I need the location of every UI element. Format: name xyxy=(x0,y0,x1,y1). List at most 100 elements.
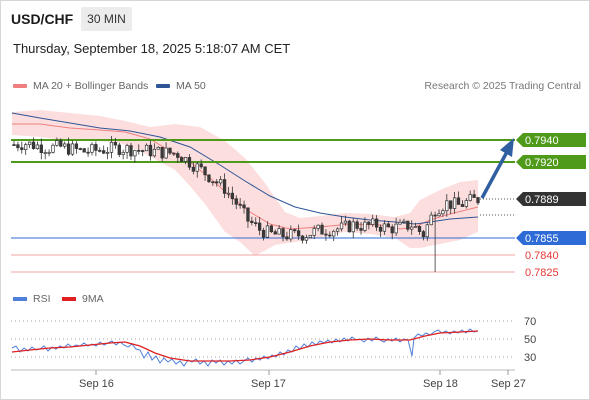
candle-down xyxy=(347,220,351,233)
symbol-title: USD/CHF xyxy=(11,11,74,27)
candle-up xyxy=(164,147,168,159)
candle-up xyxy=(382,223,387,232)
rsi-legend: RSI 9MA xyxy=(13,293,104,305)
candle-down xyxy=(39,144,43,154)
label-pivot-text: 0.7855 xyxy=(525,233,559,245)
candle-down xyxy=(168,147,172,154)
candle-up xyxy=(351,221,355,233)
candle-down xyxy=(199,163,203,168)
candle-down xyxy=(207,174,211,183)
x-label-sep18: Sep 18 xyxy=(423,378,458,390)
candle-down xyxy=(215,181,219,184)
timeframe-button[interactable]: 30 MIN xyxy=(81,7,132,31)
candle-down xyxy=(281,228,285,238)
candle-up xyxy=(265,225,270,238)
candle-down xyxy=(230,192,235,200)
candle-up xyxy=(183,157,188,162)
label-support-1: 0.7840 xyxy=(525,250,559,262)
candle-up xyxy=(343,220,348,224)
candle-down xyxy=(472,194,476,198)
candle-down xyxy=(78,148,82,150)
candle-up xyxy=(452,197,457,209)
candle-down xyxy=(456,197,461,205)
candle-up xyxy=(410,226,414,230)
candle-up xyxy=(47,151,51,154)
candle-down xyxy=(300,235,305,241)
candle-down xyxy=(296,230,301,237)
candle-down xyxy=(102,150,106,154)
candle-down xyxy=(211,181,215,184)
candle-up xyxy=(121,151,125,155)
candle-down xyxy=(180,157,184,162)
datetime-label: Thursday, September 18, 2025 5:18:07 AM … xyxy=(13,41,291,56)
candle-up xyxy=(277,228,281,235)
candle-down xyxy=(320,224,324,235)
candle-up xyxy=(35,144,40,149)
candle-up xyxy=(304,237,309,241)
candle-up xyxy=(312,228,316,236)
candle-up xyxy=(371,218,375,225)
candle-up xyxy=(70,143,75,155)
candle-up xyxy=(51,144,55,153)
candle-down xyxy=(20,147,24,150)
rsi-ma9-line xyxy=(11,330,479,362)
candlesticks xyxy=(12,135,480,272)
candle-down xyxy=(129,145,133,157)
copyright-label: Research © 2025 Trading Central xyxy=(424,80,581,92)
candle-down xyxy=(74,143,79,149)
candle-down xyxy=(234,198,238,205)
candle-down xyxy=(82,148,86,153)
label-resistance-1-text: 0.7920 xyxy=(525,157,559,169)
label-support-2: 0.7825 xyxy=(525,267,559,279)
candle-up xyxy=(105,151,110,154)
candle-up xyxy=(464,200,468,207)
candle-down xyxy=(293,229,297,232)
candle-down xyxy=(222,179,227,194)
candle-down xyxy=(378,226,383,232)
candle-up xyxy=(363,221,367,231)
candle-down xyxy=(160,146,164,159)
candle-down xyxy=(66,143,71,155)
rsi-legend-label: RSI xyxy=(33,293,51,305)
candle-down xyxy=(187,157,192,168)
candle-up xyxy=(413,226,418,228)
candle-down xyxy=(176,153,180,158)
candle-down xyxy=(367,221,371,225)
candle-down xyxy=(421,231,426,238)
candle-down xyxy=(12,144,16,146)
candle-down xyxy=(98,150,102,152)
candle-down xyxy=(328,234,332,237)
candle-up xyxy=(332,230,336,237)
candle-up xyxy=(109,141,114,153)
candle-down xyxy=(113,141,118,146)
candle-up xyxy=(429,214,433,226)
candle-up xyxy=(425,224,429,238)
rsi-axis-70: 70 xyxy=(524,316,536,328)
label-resistance-1: 0.7920 xyxy=(516,155,586,169)
x-label-sep17: Sep 17 xyxy=(251,378,286,390)
candle-down xyxy=(269,225,273,233)
candle-up xyxy=(398,221,402,225)
candle-down xyxy=(31,141,36,149)
bollinger-band xyxy=(12,110,478,256)
candle-up xyxy=(144,144,149,152)
x-label-sep16: Sep 16 xyxy=(79,378,114,390)
candle-up xyxy=(316,224,320,229)
legend-ma20: MA 20 + Bollinger Bands xyxy=(13,80,148,92)
candle-down xyxy=(137,150,141,152)
candle-down xyxy=(238,203,242,206)
candle-down xyxy=(117,144,121,155)
ma9-legend-label: 9MA xyxy=(82,293,104,305)
candle-down xyxy=(433,214,437,217)
candle-down xyxy=(191,166,196,172)
candle-down xyxy=(141,150,145,152)
ma50-label: MA 50 xyxy=(176,80,206,92)
candle-up xyxy=(133,150,137,157)
rsi-axis-50: 50 xyxy=(524,334,536,346)
candle-down xyxy=(242,204,246,209)
candle-down xyxy=(59,140,63,147)
forecast-arrow-shaft xyxy=(480,149,510,199)
label-resistance-2: 0.7940 xyxy=(516,133,586,147)
candle-down xyxy=(250,220,254,224)
candle-down xyxy=(406,220,410,230)
